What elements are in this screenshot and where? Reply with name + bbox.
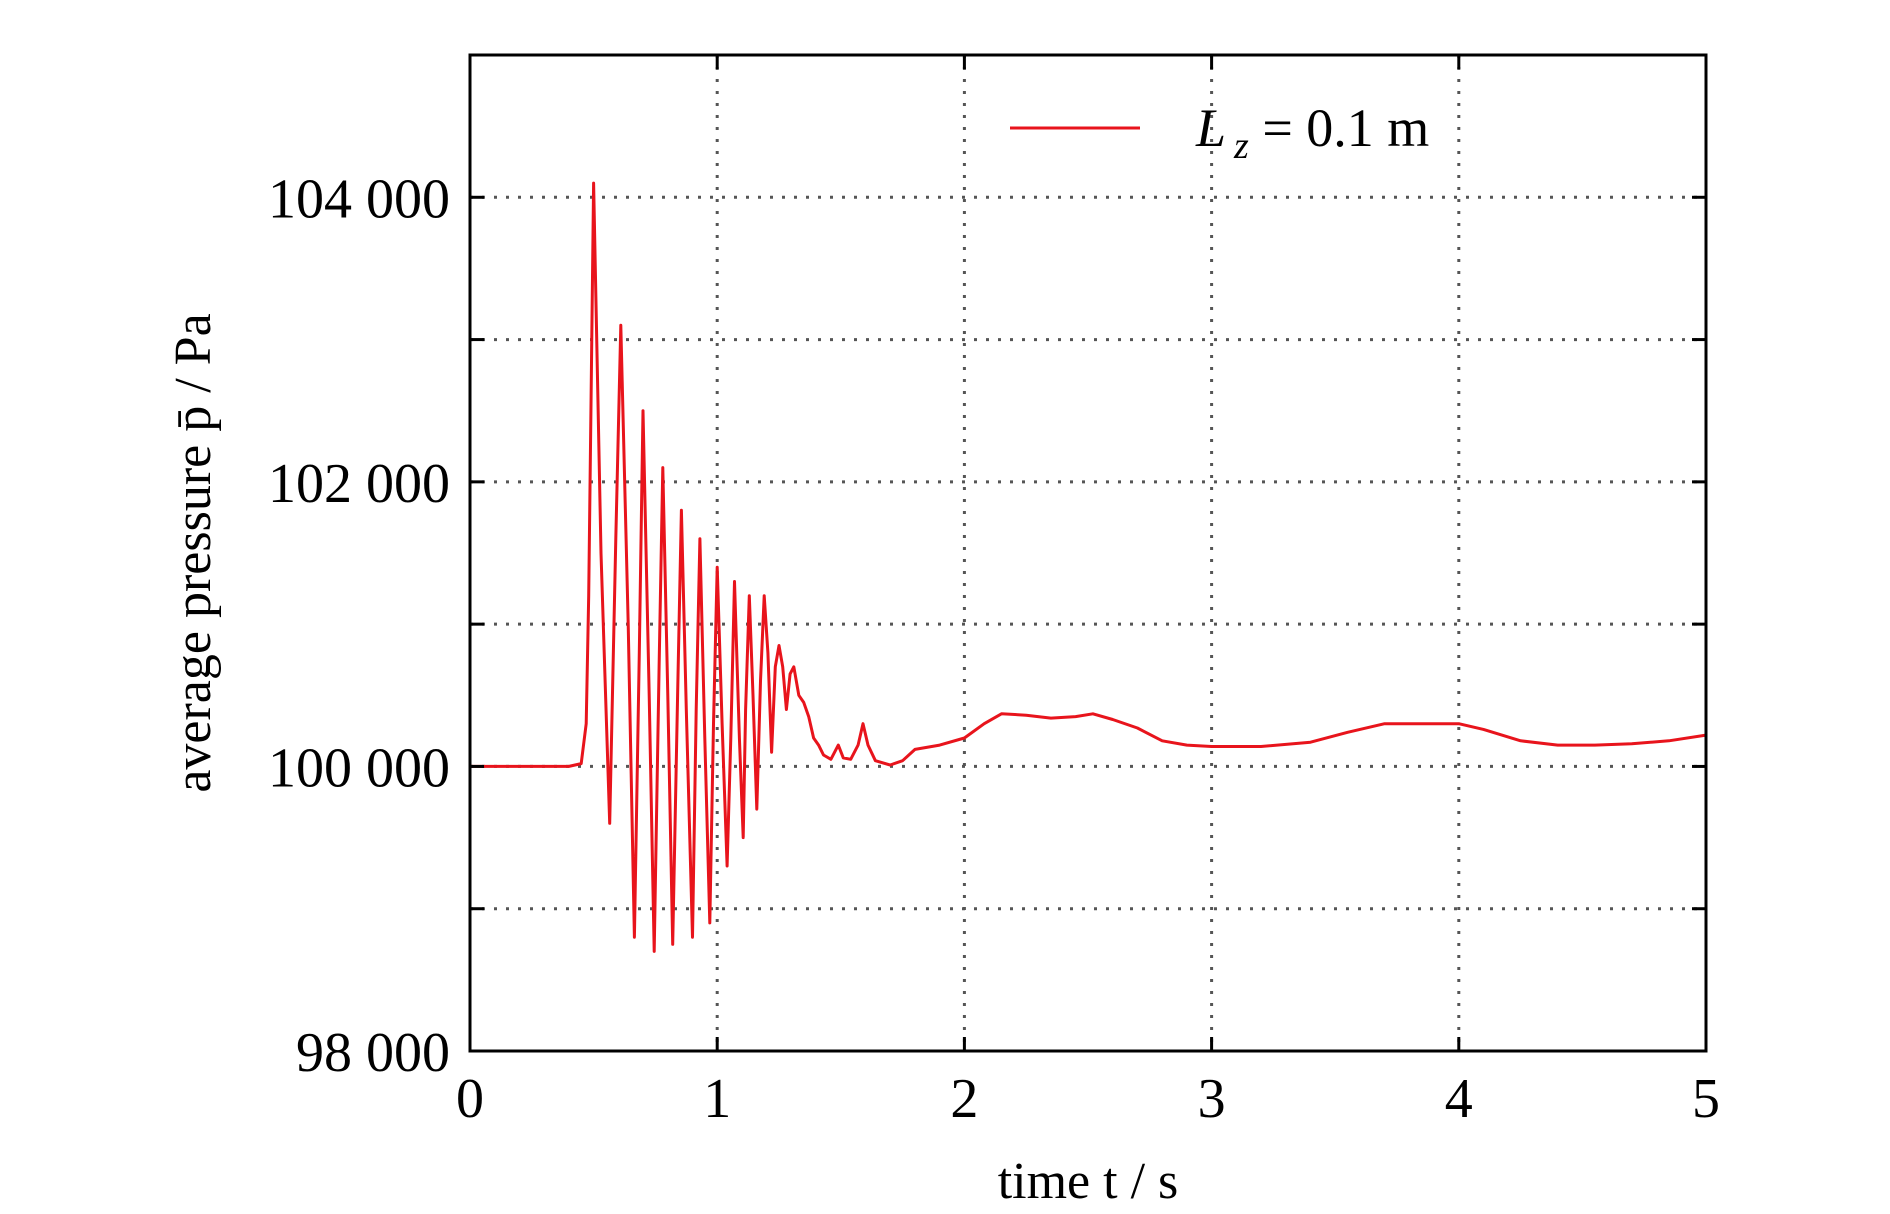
x-tick-label: 1 [703, 1068, 731, 1130]
x-tick-label: 2 [950, 1068, 978, 1130]
x-tick-label: 0 [456, 1068, 484, 1130]
y-tick-label: 98 000 [296, 1022, 450, 1084]
legend-rest: = 0.1 m [1249, 98, 1429, 158]
legend-subscript: z [1233, 125, 1249, 167]
tick-layer [468, 55, 1708, 1053]
tick-label-layer: 0 1 2 3 4 5 98 000 100 000 102 000 104 000 [268, 168, 1720, 1130]
x-tick-label: 3 [1198, 1068, 1226, 1130]
x-tick-label: 4 [1445, 1068, 1473, 1130]
plot-area [470, 55, 1706, 1051]
y-tick-label: 104 000 [268, 168, 450, 230]
plot-frame [468, 53, 1708, 1053]
y-tick-label: 100 000 [268, 737, 450, 799]
series-layer [470, 181, 1707, 953]
series-line [470, 181, 1707, 953]
x-axis-title: time t / s [998, 1153, 1179, 1209]
y-axis-title: average pressure p̄ / Pa [165, 313, 222, 792]
x-tick-label: 5 [1692, 1068, 1720, 1130]
legend-symbol: L [1195, 98, 1226, 158]
y-tick-label: 102 000 [268, 453, 450, 515]
